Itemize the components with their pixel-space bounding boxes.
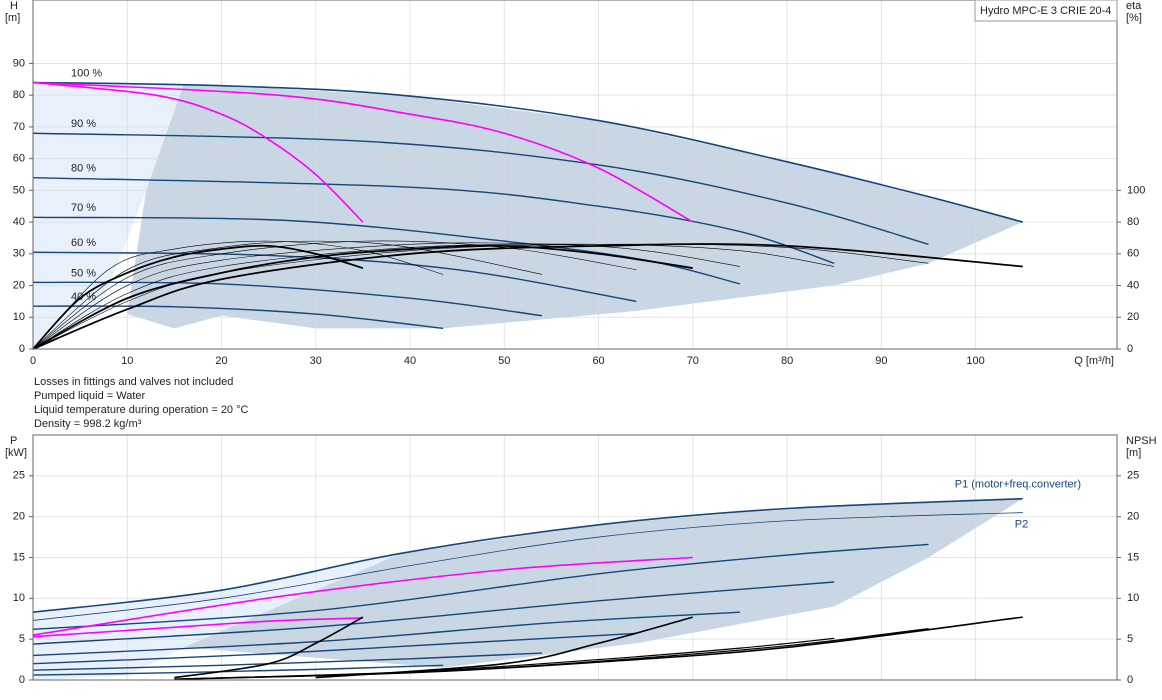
curve xyxy=(32,240,543,350)
curve xyxy=(32,243,1023,350)
curve xyxy=(32,242,741,350)
series-label: P2 xyxy=(1015,518,1028,530)
curve xyxy=(32,176,835,264)
speed-label: 40 % xyxy=(71,291,96,303)
speed-label: 80 % xyxy=(71,163,96,175)
y2-tick-label: 25 xyxy=(1127,470,1139,482)
x-tick-label: 20 xyxy=(215,355,227,367)
y-tick-label: 40 xyxy=(13,216,25,228)
operating-area xyxy=(33,553,401,680)
y-tick-label: 10 xyxy=(13,592,25,604)
y2-tick-label: 60 xyxy=(1127,248,1139,260)
curve xyxy=(32,543,929,631)
curve xyxy=(32,497,1023,614)
operating-area xyxy=(183,498,1023,668)
y2-tick-label: 0 xyxy=(1127,343,1133,355)
curve xyxy=(32,244,693,350)
curve xyxy=(32,611,740,657)
note: Losses in fittings and valves not includ… xyxy=(34,376,233,388)
y-tick-label: 5 xyxy=(19,633,25,645)
x-tick-label: 60 xyxy=(592,355,604,367)
y-tick-label: 60 xyxy=(13,153,25,165)
curve xyxy=(32,132,929,245)
speed-label: 70 % xyxy=(71,202,96,214)
note: Density = 998.2 kg/m³ xyxy=(34,418,142,430)
y-tick-label: 50 xyxy=(13,184,25,196)
x-tick-label: 40 xyxy=(404,355,416,367)
speed-label: 50 % xyxy=(71,267,96,279)
curve xyxy=(32,240,637,350)
y2-tick-label: 20 xyxy=(1127,511,1139,523)
y2-tick-label: 80 xyxy=(1127,216,1139,228)
x-tick-label: 0 xyxy=(30,355,36,367)
y-axis-label: H xyxy=(10,0,18,12)
note: Pumped liquid = Water xyxy=(34,390,146,402)
note: Liquid temperature during operation = 20… xyxy=(34,404,249,416)
x-tick-label: 80 xyxy=(781,355,793,367)
speed-label: 90 % xyxy=(71,118,96,130)
y2-axis-unit: [m] xyxy=(1126,447,1141,459)
plot-frame xyxy=(32,0,1118,350)
y-tick-label: 0 xyxy=(19,343,25,355)
x-tick-label: 70 xyxy=(687,355,699,367)
y2-tick-label: 40 xyxy=(1127,279,1139,291)
y-tick-label: 20 xyxy=(13,511,25,523)
y2-tick-label: 15 xyxy=(1127,551,1139,563)
curve xyxy=(32,664,444,676)
operating-area xyxy=(127,84,1023,329)
curve xyxy=(32,281,543,317)
curve xyxy=(32,556,693,636)
y2-tick-label: 5 xyxy=(1127,633,1133,645)
curve xyxy=(32,243,929,350)
x-tick-label: 100 xyxy=(966,355,984,367)
curve xyxy=(32,244,364,350)
y-tick-label: 90 xyxy=(13,57,25,69)
x-tick-label: 50 xyxy=(498,355,510,367)
curve xyxy=(32,512,1023,621)
series-label: P1 (motor+freq.converter) xyxy=(955,479,1081,491)
y2-axis-label: NPSH xyxy=(1126,435,1157,447)
curve xyxy=(32,581,835,645)
y2-tick-label: 0 xyxy=(1127,674,1133,686)
curve xyxy=(32,652,543,671)
y-tick-label: 70 xyxy=(13,121,25,133)
y2-tick-label: 10 xyxy=(1127,592,1139,604)
title-box xyxy=(974,0,1118,22)
y2-tick-label: 20 xyxy=(1127,311,1139,323)
x-tick-label: 90 xyxy=(875,355,887,367)
x-tick-label: 30 xyxy=(310,355,322,367)
y-tick-label: 30 xyxy=(13,248,25,260)
y-axis-unit: [kW] xyxy=(5,447,27,459)
curve xyxy=(32,81,694,223)
y2-tick-label: 100 xyxy=(1127,184,1145,196)
curve xyxy=(32,617,363,638)
y2-axis-label: eta xyxy=(1126,0,1142,12)
curve xyxy=(32,240,444,350)
y-axis-unit: [m] xyxy=(5,12,20,24)
curve xyxy=(32,632,637,665)
y-tick-label: 0 xyxy=(19,674,25,686)
curve xyxy=(174,616,364,679)
curve xyxy=(174,637,835,680)
curve xyxy=(32,81,1023,223)
curve xyxy=(32,305,444,330)
curve xyxy=(32,81,364,223)
x-axis-label: Q [m³/h] xyxy=(1074,355,1114,367)
y-axis-label: P xyxy=(10,435,17,447)
y2-axis-unit: [%] xyxy=(1126,12,1142,24)
y-tick-label: 25 xyxy=(13,470,25,482)
speed-label: 60 % xyxy=(71,237,96,249)
x-tick-label: 10 xyxy=(121,355,133,367)
y-tick-label: 20 xyxy=(13,279,25,291)
y-tick-label: 10 xyxy=(13,311,25,323)
speed-label: 100 % xyxy=(71,67,102,79)
y-tick-label: 15 xyxy=(13,551,25,563)
chart-title: Hydro MPC-E 3 CRIE 20-4 xyxy=(980,5,1111,17)
y-tick-label: 80 xyxy=(13,89,25,101)
